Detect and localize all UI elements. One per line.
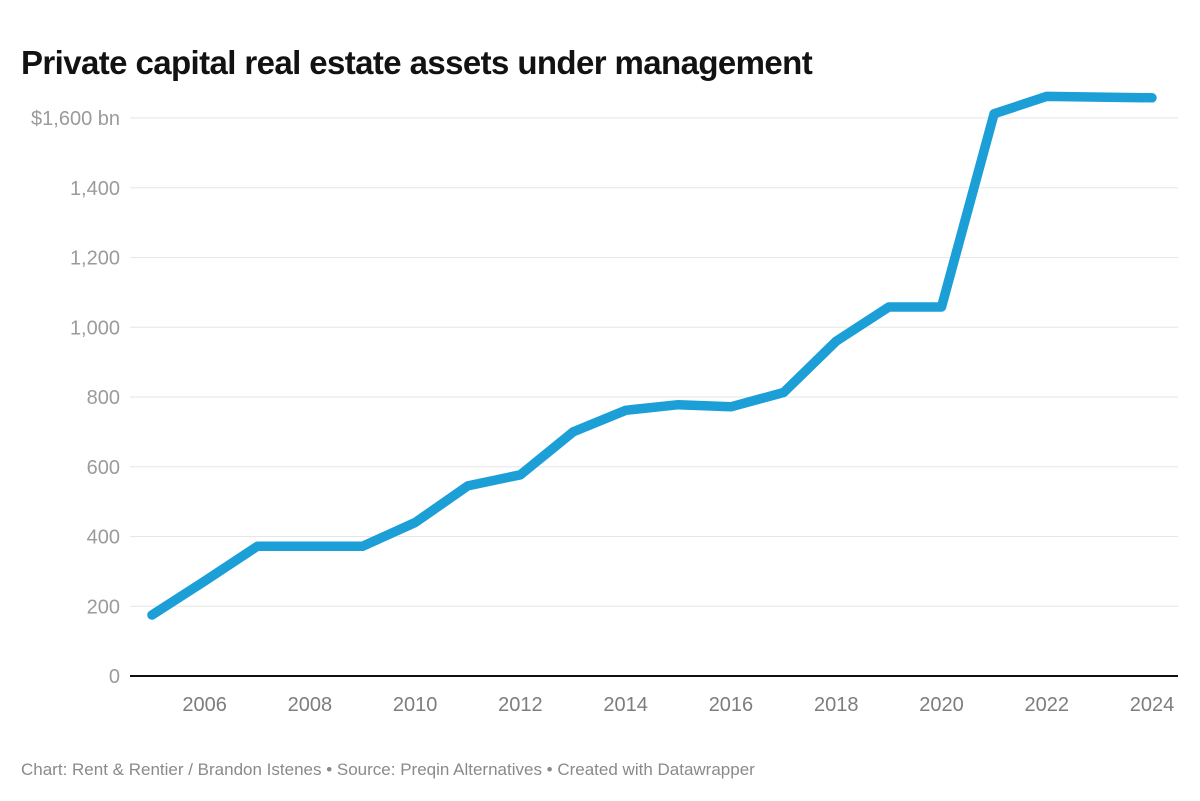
x-axis-label: 2006: [182, 694, 227, 716]
y-axis-label: 1,400: [70, 178, 120, 200]
y-axis-label: 600: [87, 457, 120, 479]
y-axis-label: 200: [87, 596, 120, 618]
x-axis-label: 2024: [1130, 694, 1175, 716]
data-line-series: [147, 91, 1157, 620]
x-axis-label: 2016: [709, 694, 754, 716]
x-axis-label: 2020: [919, 694, 964, 716]
x-axis-label: 2014: [603, 694, 648, 716]
chart-title: Private capital real estate assets under…: [21, 44, 813, 82]
y-axis-label: 0: [109, 666, 120, 688]
y-axis-label: 1,000: [70, 317, 120, 339]
y-axis-label: $1,600 bn: [31, 108, 120, 130]
y-axis-label: 400: [87, 527, 120, 549]
y-axis-label: 800: [87, 387, 120, 409]
x-axis-label: 2018: [814, 694, 859, 716]
chart-footer-attribution: Chart: Rent & Rentier / Brandon Istenes …: [21, 760, 755, 779]
x-axis-label: 2022: [1024, 694, 1069, 716]
x-axis-label: 2010: [393, 694, 438, 716]
y-axis-label: 1,200: [70, 248, 120, 270]
x-axis-label: 2012: [498, 694, 543, 716]
x-axis-label: 2008: [288, 694, 333, 716]
